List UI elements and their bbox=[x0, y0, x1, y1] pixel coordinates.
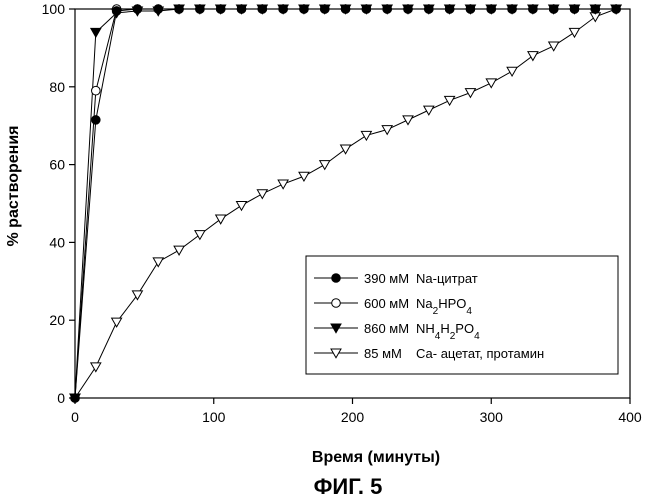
data-point bbox=[92, 86, 101, 95]
x-tick-label: 0 bbox=[71, 409, 79, 425]
legend-concentration: 860 мМ bbox=[364, 321, 409, 336]
x-tick-label: 300 bbox=[480, 409, 504, 425]
data-point bbox=[133, 5, 142, 14]
legend-label: Na-цитрат bbox=[416, 271, 478, 286]
data-point bbox=[591, 5, 600, 14]
data-point bbox=[508, 5, 517, 14]
data-point bbox=[258, 5, 267, 14]
data-point bbox=[174, 246, 184, 255]
legend-marker bbox=[332, 274, 341, 283]
y-axis-title: % растворения bbox=[5, 126, 22, 247]
data-point bbox=[237, 201, 247, 210]
data-point bbox=[154, 5, 163, 14]
data-point bbox=[404, 5, 413, 14]
data-point bbox=[216, 5, 225, 14]
data-point bbox=[507, 67, 517, 76]
data-point bbox=[382, 126, 392, 135]
data-point bbox=[445, 5, 454, 14]
data-point bbox=[425, 5, 434, 14]
data-point bbox=[528, 52, 538, 61]
y-tick-label: 0 bbox=[57, 390, 65, 406]
data-point bbox=[300, 5, 309, 14]
data-point bbox=[529, 5, 538, 14]
x-tick-label: 400 bbox=[618, 409, 642, 425]
data-point bbox=[112, 318, 122, 327]
data-point bbox=[549, 5, 558, 14]
data-point bbox=[91, 363, 101, 372]
data-point bbox=[92, 116, 101, 125]
data-point bbox=[91, 28, 101, 37]
data-point bbox=[341, 5, 350, 14]
data-point bbox=[320, 161, 330, 170]
legend-concentration: 600 мМ bbox=[364, 296, 409, 311]
data-point bbox=[196, 5, 205, 14]
data-point bbox=[71, 394, 80, 403]
data-point bbox=[486, 79, 496, 88]
data-point bbox=[278, 180, 288, 189]
data-point bbox=[175, 5, 184, 14]
data-point bbox=[237, 5, 246, 14]
y-tick-label: 40 bbox=[49, 234, 65, 250]
data-point bbox=[487, 5, 496, 14]
x-tick-label: 100 bbox=[202, 409, 226, 425]
data-point bbox=[424, 106, 434, 115]
data-point bbox=[195, 231, 205, 240]
x-axis-title: Время (минуты) bbox=[312, 449, 440, 466]
data-point bbox=[362, 5, 371, 14]
data-point bbox=[612, 5, 621, 14]
legend-marker bbox=[332, 299, 341, 308]
data-point bbox=[466, 5, 475, 14]
data-point bbox=[279, 5, 288, 14]
data-point bbox=[403, 116, 413, 125]
legend-label: Са- ацетат, протамин bbox=[416, 346, 544, 361]
legend: 390 мМNa-цитрат600 мМNa2HPO4860 мМNH4H2P… bbox=[306, 256, 618, 374]
data-point bbox=[132, 291, 142, 300]
data-point bbox=[320, 5, 329, 14]
data-point bbox=[445, 96, 455, 105]
data-point bbox=[570, 5, 579, 14]
data-point bbox=[383, 5, 392, 14]
y-tick-label: 20 bbox=[49, 312, 65, 328]
figure-caption: ФИГ. 5 bbox=[314, 474, 383, 499]
x-tick-label: 200 bbox=[341, 409, 365, 425]
data-point bbox=[549, 42, 559, 51]
data-point bbox=[216, 215, 226, 224]
data-point bbox=[570, 28, 580, 37]
data-point bbox=[341, 145, 351, 154]
data-point bbox=[153, 258, 163, 267]
data-point bbox=[465, 89, 475, 98]
y-tick-label: 80 bbox=[49, 79, 65, 95]
data-point bbox=[299, 172, 309, 181]
legend-concentration: 390 мМ bbox=[364, 271, 409, 286]
data-point bbox=[361, 131, 371, 140]
y-tick-label: 100 bbox=[42, 1, 66, 17]
data-point bbox=[257, 190, 267, 199]
data-point bbox=[112, 7, 121, 16]
y-tick-label: 60 bbox=[49, 157, 65, 173]
legend-concentration: 85 мМ bbox=[364, 346, 402, 361]
